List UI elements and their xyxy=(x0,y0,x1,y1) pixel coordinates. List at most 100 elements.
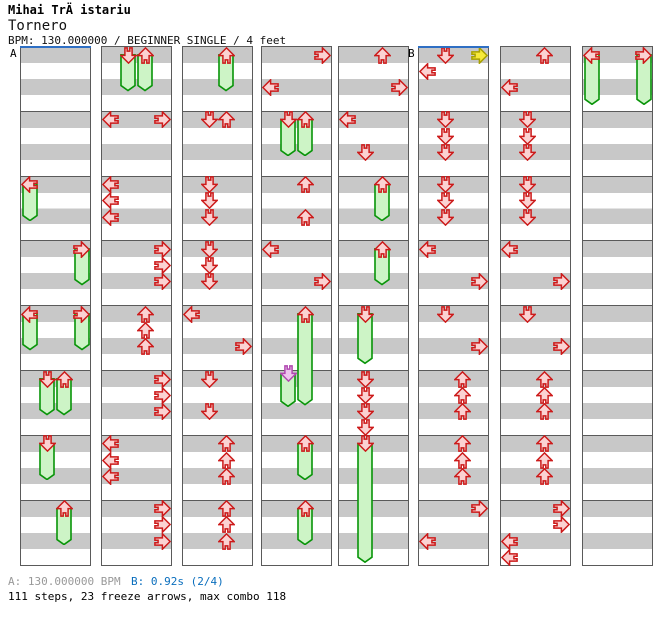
segment-marker-line xyxy=(418,46,489,48)
arrow-up-icon xyxy=(135,321,155,343)
measure-row xyxy=(583,435,652,501)
measure-row xyxy=(262,176,331,242)
arrow-left-icon xyxy=(102,175,120,197)
arrow-right-icon xyxy=(471,337,489,359)
freeze-arrow-up-icon xyxy=(135,46,155,68)
measure-row xyxy=(419,435,488,501)
arrow-up-icon xyxy=(216,516,236,537)
bpm-difficulty-info: BPM: 130.000000 / BEGINNER SINGLE / 4 fe… xyxy=(8,34,287,47)
arrow-right-icon xyxy=(471,499,489,521)
arrow-down-icon xyxy=(355,370,375,392)
arrow-down-icon xyxy=(199,257,219,278)
freeze-arrow-down-icon xyxy=(37,370,57,392)
freeze-arrow-left-icon xyxy=(583,45,601,68)
artist-name: Mihai TrÄ istariu xyxy=(8,3,131,17)
arrow-up-icon xyxy=(372,46,392,68)
measure-row xyxy=(183,176,252,242)
arrow-down-icon xyxy=(517,111,537,132)
measure-row xyxy=(183,241,252,307)
measure-row xyxy=(262,435,331,501)
freeze-tail-down xyxy=(357,441,373,567)
measure-row xyxy=(339,241,408,307)
arrow-up-icon xyxy=(534,370,554,392)
measure-row xyxy=(339,435,408,501)
segment-marker-label: A xyxy=(10,47,17,60)
measure-row xyxy=(183,435,252,501)
freeze-tail-down xyxy=(120,53,136,96)
song-title: Tornero xyxy=(8,18,68,34)
freeze-tail-down xyxy=(39,377,55,420)
arrow-left-icon xyxy=(102,434,120,456)
arrow-up-icon xyxy=(216,111,236,132)
freeze-arrow-up-icon xyxy=(216,46,236,68)
measure-row xyxy=(21,435,90,501)
chart-column-8 xyxy=(582,45,653,567)
arrow-left-icon xyxy=(339,110,357,132)
freeze-arrow-up-icon xyxy=(295,435,315,456)
measure-row xyxy=(501,176,570,242)
arrow-down-icon xyxy=(355,386,375,408)
measure-row xyxy=(21,47,90,112)
arrow-down-icon xyxy=(435,127,455,149)
freeze-arrow-up-icon xyxy=(372,240,392,262)
arrow-down-icon xyxy=(435,305,455,327)
chart-column-7 xyxy=(500,46,571,567)
freeze-arrow-right-icon xyxy=(73,239,91,262)
arrow-up-icon xyxy=(452,467,472,489)
arrow-down-icon xyxy=(199,370,219,392)
freeze-arrow-right-icon xyxy=(635,45,653,68)
arrow-up-icon xyxy=(534,435,554,456)
arrow-down-icon xyxy=(435,111,455,132)
arrow-right-icon xyxy=(154,369,172,392)
arrow-left-icon xyxy=(102,110,120,132)
arrow-left-icon xyxy=(501,531,519,554)
freeze-arrow-left-icon xyxy=(21,175,39,197)
segment-marker-label: B xyxy=(408,47,415,60)
measure-row xyxy=(102,371,171,436)
measure-row xyxy=(501,111,570,177)
measure-row xyxy=(339,176,408,242)
arrow-left-icon xyxy=(419,61,437,84)
arrow-right-icon xyxy=(553,337,571,359)
arrow-down-icon xyxy=(199,192,219,213)
chart-column-1 xyxy=(20,46,91,567)
arrow-down-icon xyxy=(355,143,375,165)
arrow-right-icon xyxy=(314,45,332,68)
arrow-down-icon xyxy=(199,273,219,294)
arrow-up-icon xyxy=(452,402,472,424)
chart-column-5 xyxy=(338,46,409,567)
arrow-up-icon xyxy=(216,499,236,521)
measure-row xyxy=(501,306,570,371)
arrow-right-icon xyxy=(314,272,332,294)
arrow-up-icon xyxy=(452,370,472,392)
arrow-down-icon xyxy=(199,208,219,230)
chart-column-4 xyxy=(261,45,332,567)
measure-row xyxy=(262,111,331,177)
measure-row xyxy=(339,500,408,566)
freeze-arrow-up-icon xyxy=(295,305,315,327)
measure-row xyxy=(583,241,652,307)
arrow-right-icon xyxy=(154,515,172,537)
arrow-right-icon xyxy=(553,499,571,521)
chart-column-3 xyxy=(182,46,253,567)
arrow-right-icon xyxy=(235,337,253,359)
arrow-up-icon xyxy=(216,451,236,473)
measure-row xyxy=(583,111,652,177)
measure-row xyxy=(583,176,652,242)
arrow-right-icon xyxy=(154,385,172,408)
measure-row xyxy=(419,111,488,177)
arrow-up-icon xyxy=(135,305,155,327)
arrow-down-icon xyxy=(517,176,537,197)
arrow-down-icon xyxy=(435,176,455,197)
freeze-tail-down xyxy=(357,312,373,368)
arrow-up-icon xyxy=(534,451,554,473)
chart-column-6 xyxy=(418,45,489,567)
arrow-down-icon xyxy=(355,403,375,424)
segment-a-bpm-label: A: 130.000000 BPM xyxy=(8,575,121,588)
measure-row xyxy=(583,371,652,436)
arrow-down-icon xyxy=(517,143,537,165)
arrow-down-icon xyxy=(435,192,455,213)
freeze-tail-down xyxy=(280,371,296,411)
